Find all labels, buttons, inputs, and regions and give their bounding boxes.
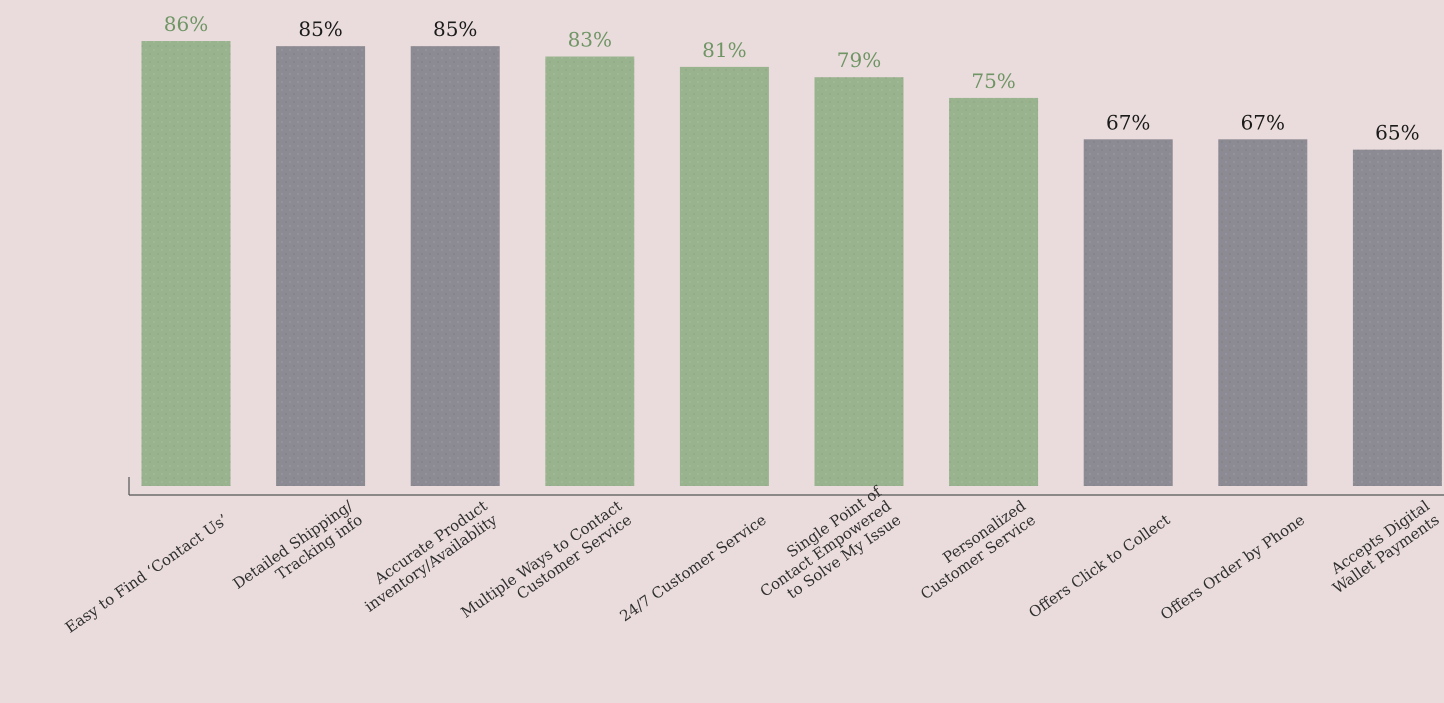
value-label-1: 86% <box>164 12 208 36</box>
category-label-line: Contact Empowered <box>757 496 895 600</box>
value-label-4: 83% <box>568 28 612 52</box>
category-labels-group: Easy to Find ‘Contact Us’Detailed Shippi… <box>62 482 1443 637</box>
value-label-3: 85% <box>433 17 477 41</box>
category-label-line: Offers Click to Collect <box>1025 511 1173 622</box>
bar-texture-5 <box>679 66 769 486</box>
category-label-5: 24/7 Customer Service <box>616 511 769 626</box>
bar-texture-9 <box>1218 139 1308 486</box>
value-label-7: 75% <box>971 69 1015 93</box>
bar-texture-1 <box>141 41 231 486</box>
category-label-2: Detailed Shipping/Tracking info <box>230 496 366 593</box>
bar-texture-10 <box>1352 149 1442 487</box>
value-label-8: 67% <box>1106 110 1150 134</box>
value-label-5: 81% <box>702 38 746 62</box>
category-label-line: 24/7 Customer Service <box>616 511 769 626</box>
value-label-9: 67% <box>1241 110 1285 134</box>
value-label-2: 85% <box>298 17 342 41</box>
category-label-8: Offers Click to Collect <box>1025 511 1173 622</box>
bars-group <box>141 41 1442 487</box>
category-label-line: Offers Order by Phone <box>1157 511 1308 624</box>
value-label-10: 65% <box>1375 121 1419 145</box>
category-label-line: Easy to Find ‘Contact Us’ <box>62 511 231 637</box>
value-label-6: 79% <box>837 48 881 72</box>
axis-group <box>128 477 1444 496</box>
bar-texture-2 <box>276 46 366 487</box>
bar-texture-6 <box>814 77 904 486</box>
bar-texture-7 <box>949 97 1039 486</box>
bar-texture-3 <box>410 46 500 487</box>
bar-texture-8 <box>1083 139 1173 486</box>
category-label-9: Offers Order by Phone <box>1157 511 1308 624</box>
bar-texture-4 <box>545 56 635 486</box>
value-labels-group: 86% 85% 85% 83% 81% 79% 75% 67% 67% 65% <box>164 12 1420 145</box>
category-label-1: Easy to Find ‘Contact Us’ <box>62 511 231 637</box>
